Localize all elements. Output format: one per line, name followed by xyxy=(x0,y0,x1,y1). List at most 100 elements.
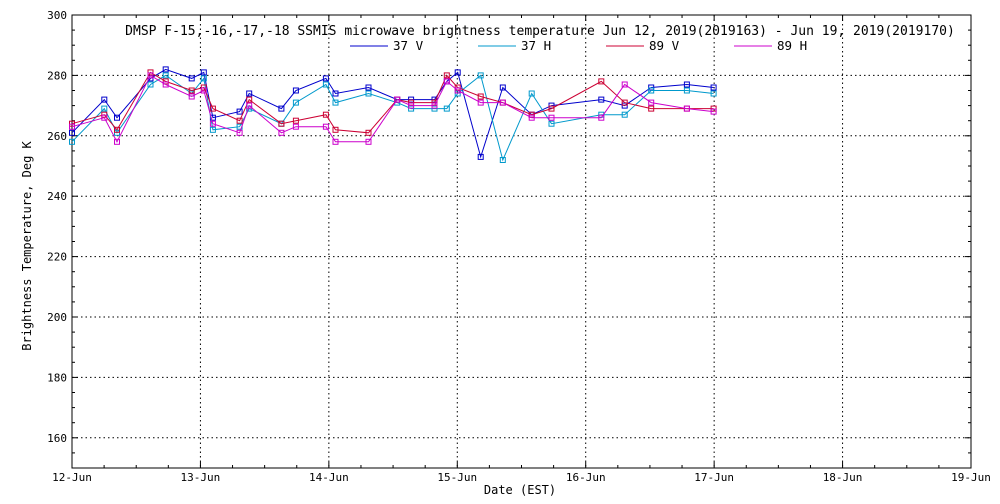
legend-label: 37 V xyxy=(393,38,424,53)
x-tick-label: 13-Jun xyxy=(181,471,221,484)
data-point xyxy=(162,78,169,85)
y-tick-label: 260 xyxy=(47,130,67,143)
data-point xyxy=(200,75,207,82)
x-tick-label: 15-Jun xyxy=(437,471,477,484)
data-point xyxy=(408,102,415,109)
data-point xyxy=(548,114,555,121)
y-tick-label: 280 xyxy=(47,69,67,82)
legend-item: 89 V xyxy=(606,38,680,53)
data-point xyxy=(322,123,329,130)
legend: 37 V 37 H 89 V 89 H xyxy=(350,38,807,53)
y-tick-label: 180 xyxy=(47,371,67,384)
x-tick-label: 14-Jun xyxy=(309,471,349,484)
data-point xyxy=(236,117,243,124)
data-point xyxy=(101,105,108,112)
data-point xyxy=(246,90,253,97)
data-point xyxy=(162,72,169,79)
series-line xyxy=(71,71,714,134)
data-point xyxy=(499,84,506,91)
data-point xyxy=(292,87,299,94)
data-point xyxy=(332,126,339,133)
y-tick-label: 240 xyxy=(47,190,67,203)
data-point xyxy=(431,102,438,109)
data-point xyxy=(683,105,690,112)
data-point xyxy=(236,108,243,115)
data-point xyxy=(209,120,216,127)
series-89-h xyxy=(69,72,717,145)
data-point xyxy=(101,96,108,103)
data-point xyxy=(365,84,372,91)
x-tick-label: 19-Jun xyxy=(951,471,991,484)
data-point xyxy=(69,129,75,136)
data-point xyxy=(246,102,253,109)
data-point xyxy=(454,87,461,94)
data-point xyxy=(114,114,120,121)
data-point xyxy=(648,87,655,94)
y-tick-label: 160 xyxy=(47,432,67,445)
data-point xyxy=(114,126,120,133)
series-line xyxy=(71,74,714,143)
data-point xyxy=(292,117,299,124)
data-point xyxy=(710,90,717,97)
x-axis-title: Date (EST) xyxy=(484,483,556,497)
data-point xyxy=(236,129,243,136)
legend-item: 37 V xyxy=(350,38,424,53)
data-point xyxy=(365,129,372,136)
legend-label: 37 H xyxy=(521,38,551,53)
series-layer xyxy=(69,66,717,163)
data-point xyxy=(322,111,329,118)
data-point xyxy=(200,87,207,94)
chart-title: DMSP F-15,-16,-17,-18 SSMIS microwave br… xyxy=(125,24,955,39)
data-point xyxy=(443,72,450,79)
data-point xyxy=(548,120,555,127)
data-point xyxy=(598,114,605,121)
axis-ticks: 160 180 200 220 240 260 280 300 12-Jun 13-Jun 14-J… xyxy=(47,9,991,484)
data-point xyxy=(477,93,484,100)
x-tick-label: 18-Jun xyxy=(823,471,863,484)
data-point xyxy=(147,72,154,79)
data-point xyxy=(443,78,450,85)
legend-item: 89 H xyxy=(734,38,807,53)
data-point xyxy=(394,96,401,103)
data-point xyxy=(332,90,339,97)
data-point xyxy=(477,153,484,160)
data-point xyxy=(278,120,285,127)
data-point xyxy=(710,108,717,115)
data-point xyxy=(188,87,195,94)
data-point xyxy=(683,81,690,88)
data-point xyxy=(332,99,339,106)
data-point xyxy=(454,69,461,76)
y-tick-label: 300 xyxy=(47,9,67,22)
data-point xyxy=(648,99,655,106)
legend-label: 89 H xyxy=(777,38,807,53)
data-point xyxy=(246,96,253,103)
data-point xyxy=(528,90,535,97)
legend-item: 37 H xyxy=(478,38,551,53)
data-point xyxy=(69,138,75,145)
data-point xyxy=(477,99,484,106)
data-point xyxy=(548,105,555,112)
data-point xyxy=(710,84,717,91)
data-point xyxy=(162,66,169,73)
grid-lines xyxy=(72,15,971,468)
data-point xyxy=(147,81,154,88)
x-tick-label: 17-Jun xyxy=(694,471,734,484)
data-point xyxy=(477,72,484,79)
data-point xyxy=(621,81,628,88)
data-point xyxy=(209,105,216,112)
y-tick-label: 200 xyxy=(47,311,67,324)
data-point xyxy=(499,157,506,163)
data-point xyxy=(528,114,535,121)
y-axis-title: Brightness Temperature, Deg K xyxy=(20,140,34,350)
data-point xyxy=(322,75,329,82)
data-point xyxy=(598,78,605,85)
y-tick-label: 220 xyxy=(47,251,67,264)
data-point xyxy=(499,99,506,106)
series-line xyxy=(71,68,714,159)
data-point xyxy=(683,87,690,94)
data-point xyxy=(278,105,285,112)
data-point xyxy=(278,129,285,136)
data-point xyxy=(365,138,372,145)
